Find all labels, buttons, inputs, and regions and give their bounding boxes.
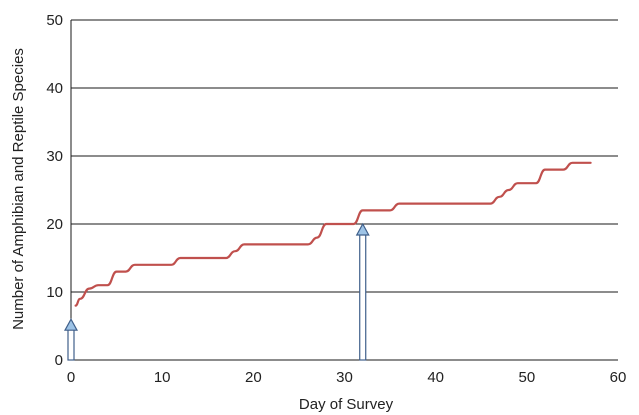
axes [70,20,618,361]
x-tick-label-50: 50 [518,369,535,386]
x-tick-label-20: 20 [245,369,262,386]
x-tick-label-60: 60 [610,369,627,386]
arrow-marker-0 [63,317,79,361]
tick-labels: 0 10 20 30 40 50 0 10 20 30 40 50 60 [46,12,626,386]
x-axis-title: Day of Survey [299,396,394,413]
arrow-markers [63,222,370,361]
y-tick-label-30: 30 [46,148,63,165]
y-tick-label-10: 10 [46,284,63,301]
x-tick-label-0: 0 [67,369,75,386]
x-tick-label-30: 30 [336,369,353,386]
series-line-0 [74,161,592,307]
y-tick-label-40: 40 [46,80,63,97]
y-tick-label-50: 50 [46,12,63,29]
arrow-marker-1 [355,222,370,361]
series-layer [74,161,592,307]
y-tick-label-0: 0 [55,352,63,369]
gridlines [71,19,618,293]
y-axis-title: Number of Amphibian and Reptile Species [10,48,27,330]
y-tick-label-20: 20 [46,216,63,233]
x-tick-label-40: 40 [427,369,444,386]
x-tick-label-10: 10 [154,369,171,386]
